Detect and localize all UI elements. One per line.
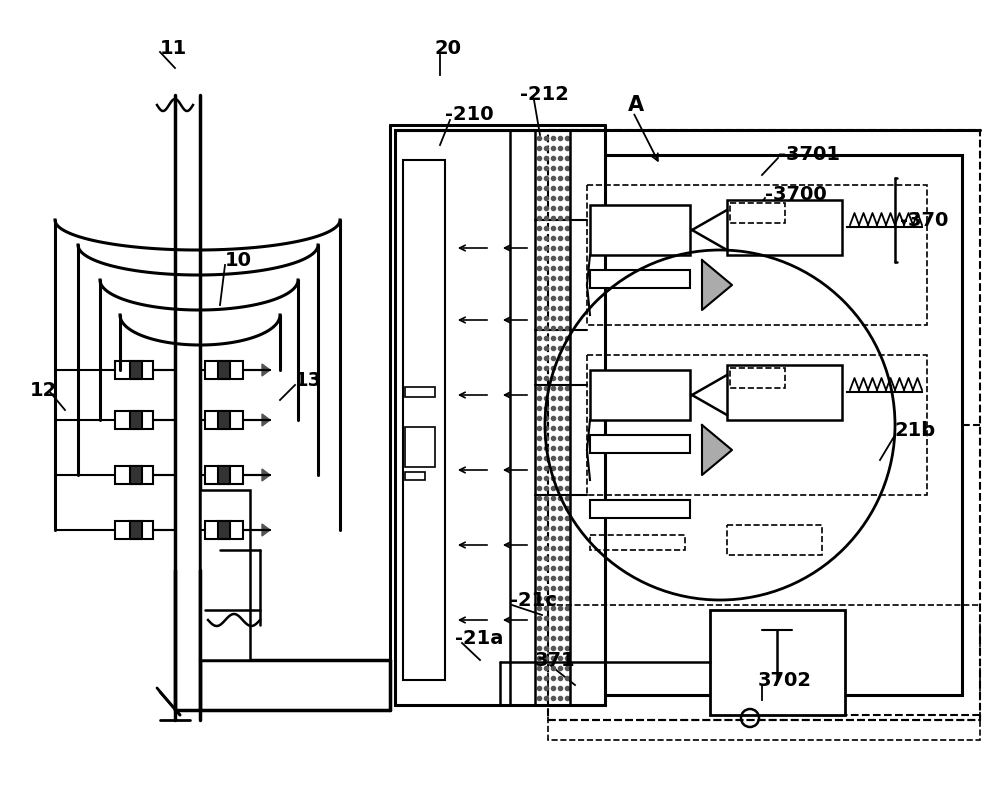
Text: A: A (628, 95, 644, 115)
Bar (130, 521, 142, 539)
Bar (730, 368, 785, 388)
Text: 20: 20 (435, 38, 462, 57)
Bar (218, 521, 230, 539)
Bar (405, 472, 425, 480)
Polygon shape (262, 414, 270, 426)
Text: 12: 12 (30, 381, 57, 400)
Text: -3700: -3700 (765, 185, 827, 204)
Bar (405, 387, 435, 397)
Bar (115, 411, 153, 429)
Bar (130, 361, 142, 379)
Bar (587, 355, 927, 495)
Bar (205, 521, 243, 539)
Bar (548, 605, 980, 740)
Text: 13: 13 (295, 370, 322, 390)
Text: 3702: 3702 (758, 670, 812, 689)
Bar (205, 361, 243, 379)
Bar (572, 155, 962, 695)
Bar (590, 435, 690, 453)
Polygon shape (262, 364, 270, 376)
Text: -21a: -21a (455, 629, 503, 647)
Bar (587, 185, 927, 325)
Bar (218, 361, 230, 379)
Bar (590, 205, 690, 255)
Text: 10: 10 (225, 250, 252, 270)
Bar (130, 411, 142, 429)
Bar (395, 130, 605, 705)
Bar (115, 521, 153, 539)
Bar (535, 130, 570, 705)
Bar (205, 466, 243, 484)
Polygon shape (702, 260, 732, 310)
Bar (727, 200, 842, 255)
Bar (130, 466, 142, 484)
Text: -3701: -3701 (778, 145, 840, 165)
Bar (590, 535, 685, 550)
Bar (115, 361, 153, 379)
Bar (710, 610, 845, 715)
Bar (727, 365, 842, 420)
Polygon shape (702, 425, 732, 475)
Bar (590, 370, 690, 420)
Text: 371: 371 (535, 650, 576, 669)
Bar (200, 490, 250, 660)
Bar (115, 466, 153, 484)
Bar (590, 270, 690, 288)
Text: -21c: -21c (510, 591, 557, 610)
Text: -212: -212 (520, 86, 569, 104)
Polygon shape (262, 524, 270, 536)
Text: -370: -370 (900, 211, 948, 230)
Bar (403, 160, 445, 680)
Text: -210: -210 (445, 106, 494, 125)
Text: 11: 11 (160, 38, 187, 57)
Bar (590, 500, 690, 518)
Bar (218, 466, 230, 484)
Bar (730, 203, 785, 223)
Bar (405, 427, 435, 467)
Bar (548, 130, 980, 720)
Text: 21b: 21b (895, 421, 936, 440)
Bar (218, 411, 230, 429)
Polygon shape (262, 469, 270, 481)
Bar (205, 411, 243, 429)
Bar (727, 525, 822, 555)
